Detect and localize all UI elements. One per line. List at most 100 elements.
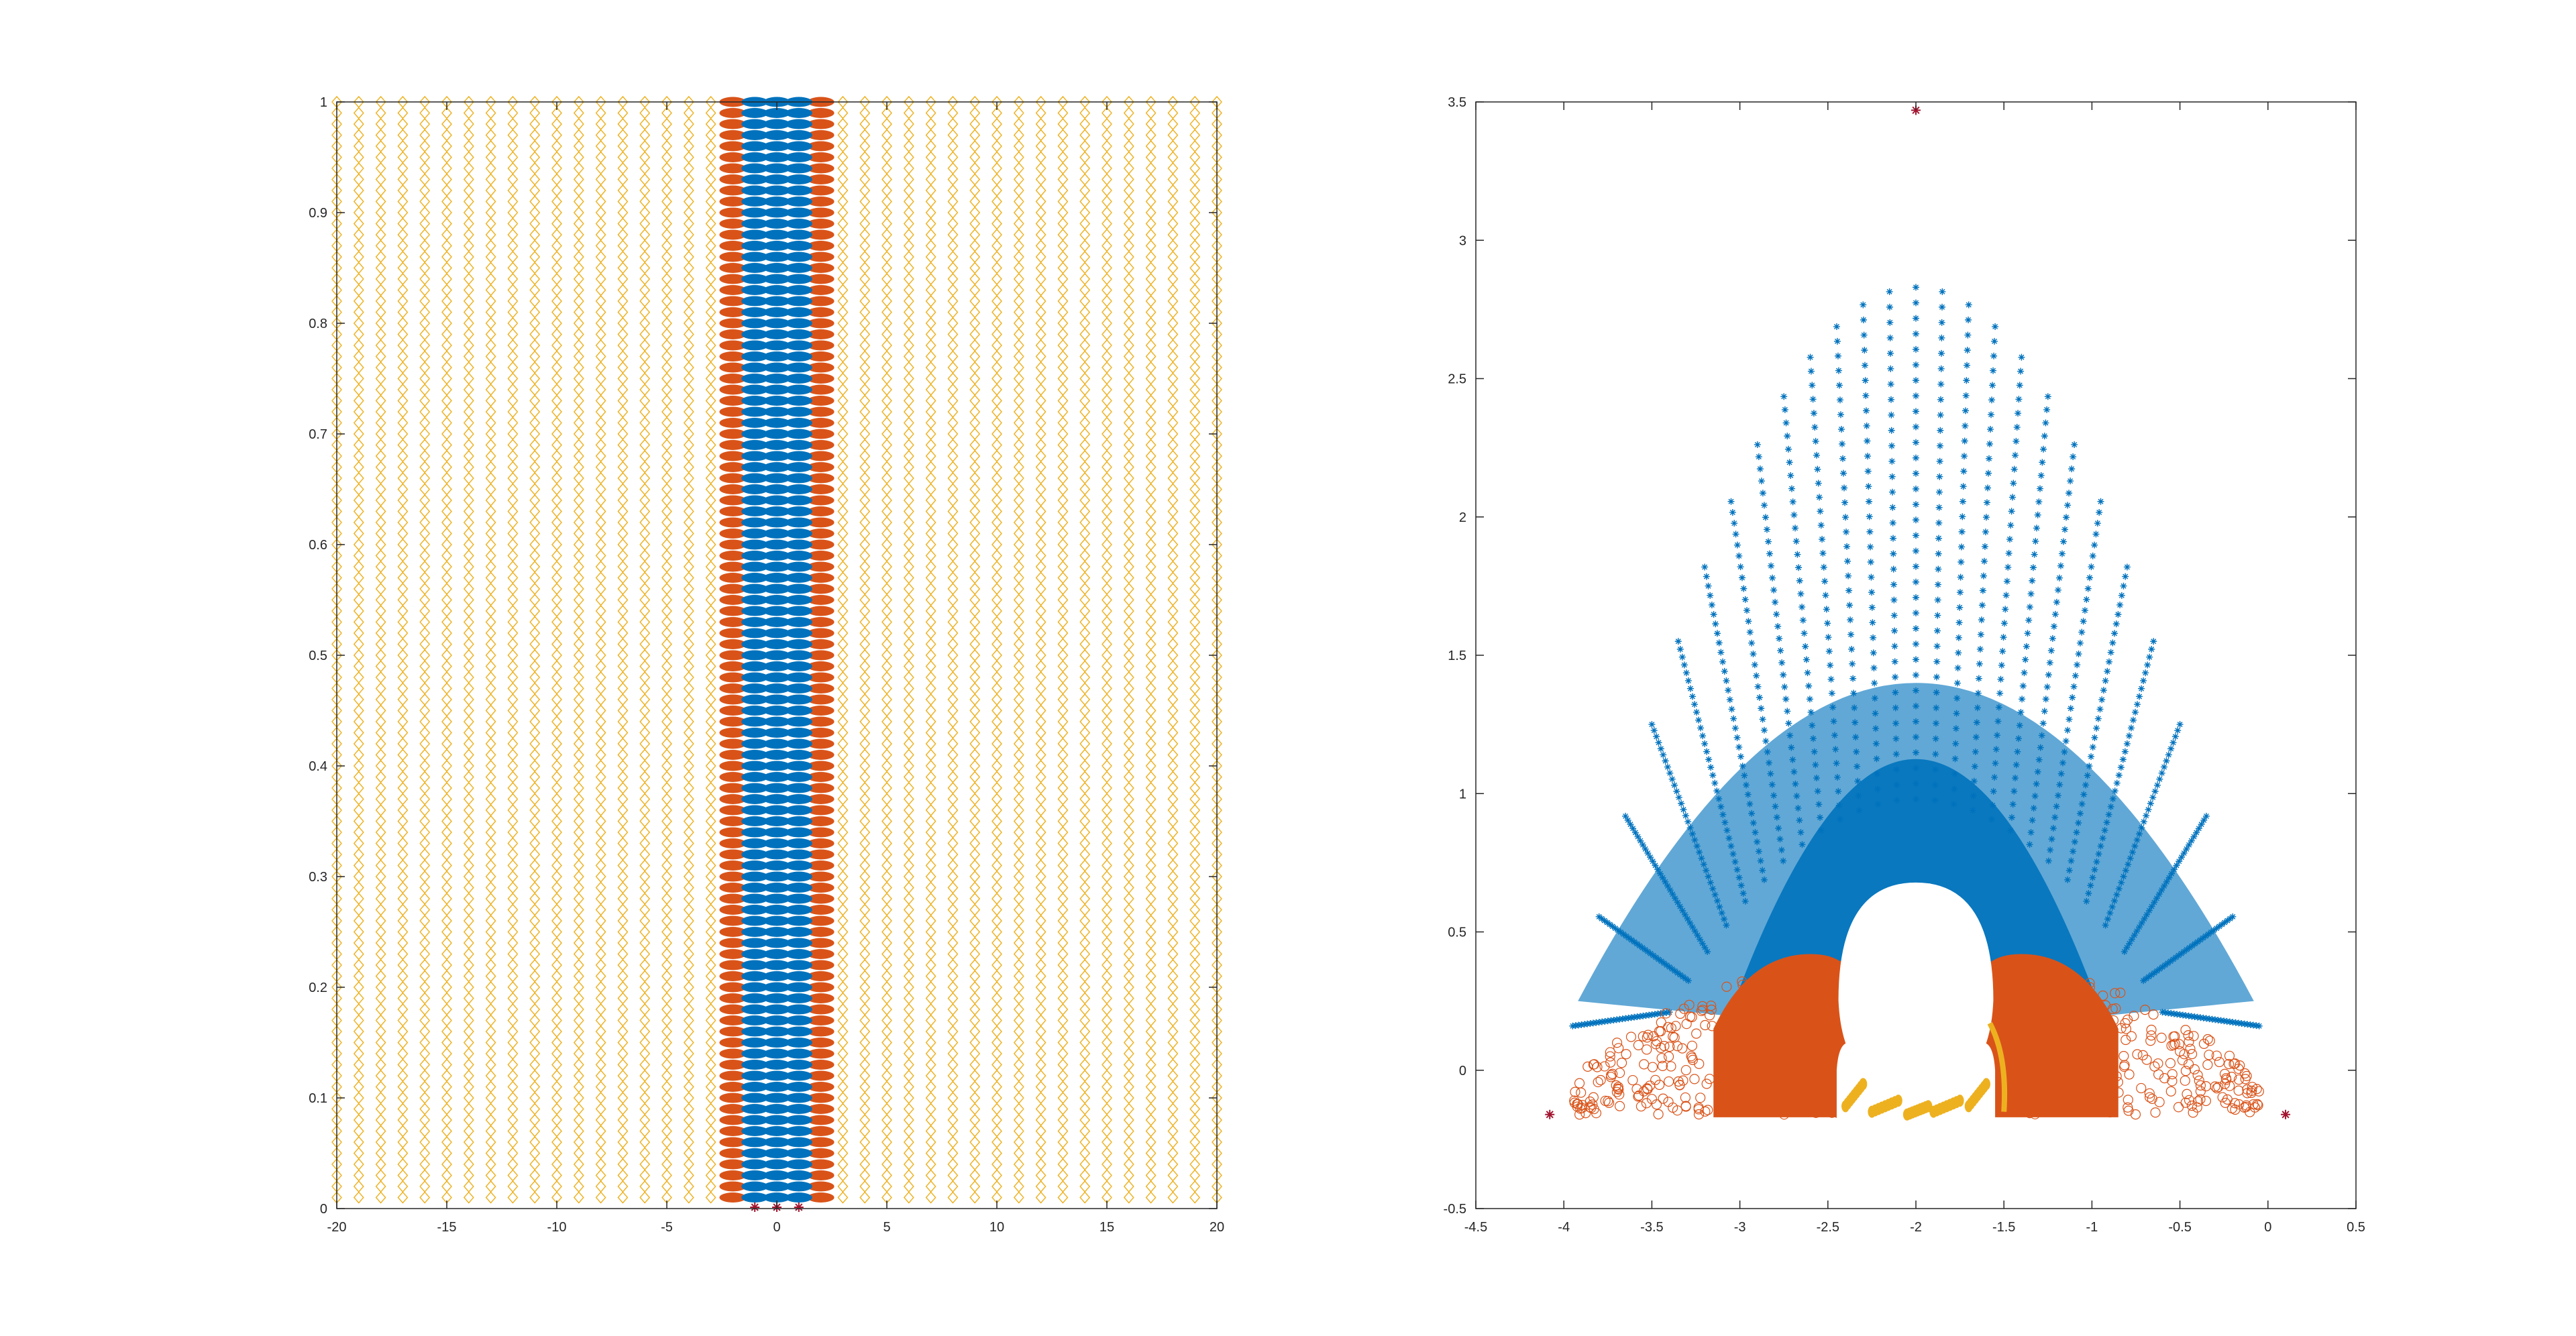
data-point bbox=[719, 484, 747, 494]
data-point bbox=[763, 683, 790, 693]
data-point bbox=[741, 451, 769, 461]
data-point bbox=[763, 473, 790, 484]
data-point bbox=[785, 617, 812, 627]
data-point bbox=[741, 318, 769, 329]
data-point bbox=[807, 982, 835, 993]
data-point bbox=[741, 506, 769, 516]
data-point bbox=[719, 329, 747, 339]
data-point bbox=[741, 716, 769, 727]
dot-column-series-3 bbox=[763, 97, 790, 1203]
data-point bbox=[807, 1082, 835, 1092]
diamond-column-series-1 bbox=[1167, 95, 1179, 1204]
data-point bbox=[719, 119, 747, 129]
data-point bbox=[719, 141, 747, 152]
data-point bbox=[785, 374, 812, 384]
diamond-column-series-1 bbox=[639, 95, 651, 1204]
data-point bbox=[807, 185, 835, 196]
data-point bbox=[785, 1148, 812, 1158]
data-point bbox=[719, 761, 747, 771]
data-point bbox=[807, 827, 835, 838]
data-point bbox=[741, 351, 769, 361]
x-tick-label: -3.5 bbox=[1640, 1220, 1663, 1235]
data-point bbox=[785, 683, 812, 693]
data-point bbox=[741, 750, 769, 760]
data-point bbox=[785, 561, 812, 572]
y-tick-label: 1.5 bbox=[1448, 649, 1466, 663]
data-point bbox=[719, 805, 747, 816]
data-point bbox=[807, 706, 835, 716]
data-point bbox=[719, 827, 747, 838]
data-point bbox=[741, 1181, 769, 1192]
data-point bbox=[785, 396, 812, 406]
x-tick-label: 0 bbox=[2264, 1220, 2271, 1235]
data-point bbox=[807, 883, 835, 893]
data-point bbox=[763, 1060, 790, 1070]
data-point bbox=[763, 539, 790, 550]
data-point bbox=[763, 893, 790, 904]
data-point bbox=[741, 263, 769, 273]
data-point bbox=[785, 949, 812, 959]
data-point bbox=[785, 805, 812, 816]
data-point bbox=[785, 517, 812, 528]
data-point bbox=[741, 429, 769, 439]
diamond-column-series-1 bbox=[573, 95, 584, 1204]
data-point bbox=[785, 1192, 812, 1203]
data-point bbox=[807, 384, 835, 395]
data-point bbox=[763, 506, 790, 516]
data-point bbox=[763, 440, 790, 450]
data-point bbox=[785, 1082, 812, 1092]
data-point bbox=[785, 716, 812, 727]
data-point bbox=[719, 561, 747, 572]
data-point bbox=[785, 197, 812, 207]
data-point bbox=[807, 595, 835, 605]
data-point bbox=[763, 252, 790, 262]
x-tick-label: 15 bbox=[1099, 1220, 1114, 1235]
diamond-column-series-1 bbox=[1145, 95, 1157, 1204]
data-point bbox=[741, 794, 769, 804]
data-point bbox=[719, 1137, 747, 1148]
data-point bbox=[785, 1137, 812, 1148]
data-point bbox=[741, 938, 769, 948]
data-point bbox=[719, 440, 747, 450]
y-tick-label: -0.5 bbox=[1444, 1202, 1466, 1217]
data-point bbox=[719, 728, 747, 738]
data-point bbox=[741, 639, 769, 649]
data-point bbox=[785, 506, 812, 516]
data-point bbox=[807, 949, 835, 959]
data-point bbox=[741, 1192, 769, 1203]
data-point bbox=[807, 174, 835, 184]
y-tick-label: 3 bbox=[1459, 233, 1466, 248]
data-point bbox=[807, 938, 835, 948]
data-point bbox=[763, 451, 790, 461]
data-point bbox=[741, 152, 769, 162]
data-point bbox=[719, 927, 747, 937]
diamond-column-series-1 bbox=[397, 95, 409, 1204]
data-point bbox=[807, 296, 835, 307]
data-point bbox=[719, 517, 747, 528]
data-point bbox=[719, 451, 747, 461]
data-point bbox=[785, 473, 812, 484]
data-point bbox=[763, 750, 790, 760]
x-tick-label: -3 bbox=[1734, 1220, 1746, 1235]
data-point bbox=[785, 573, 812, 583]
data-point bbox=[763, 406, 790, 417]
data-point bbox=[763, 661, 790, 671]
data-point bbox=[763, 517, 790, 528]
data-point bbox=[763, 340, 790, 351]
data-point bbox=[741, 606, 769, 616]
data-point bbox=[785, 1048, 812, 1059]
data-point bbox=[807, 561, 835, 572]
y-tick-label: 3.5 bbox=[1448, 95, 1466, 110]
data-point bbox=[763, 362, 790, 373]
data-point bbox=[785, 1070, 812, 1081]
dot-column-series-3 bbox=[785, 97, 812, 1203]
data-point bbox=[719, 506, 747, 516]
data-point bbox=[719, 473, 747, 484]
left-axes: -20 -15 -10 -5 0 5 10 15 20 0 0.1 0.2 0.3 0.4 0.5 0.6 0.… bbox=[309, 95, 1224, 1235]
data-point bbox=[719, 528, 747, 539]
data-point bbox=[719, 1181, 747, 1192]
diamond-column-series-1 bbox=[1189, 95, 1201, 1204]
diamond-column-series-1 bbox=[1079, 95, 1091, 1204]
data-point bbox=[763, 528, 790, 539]
